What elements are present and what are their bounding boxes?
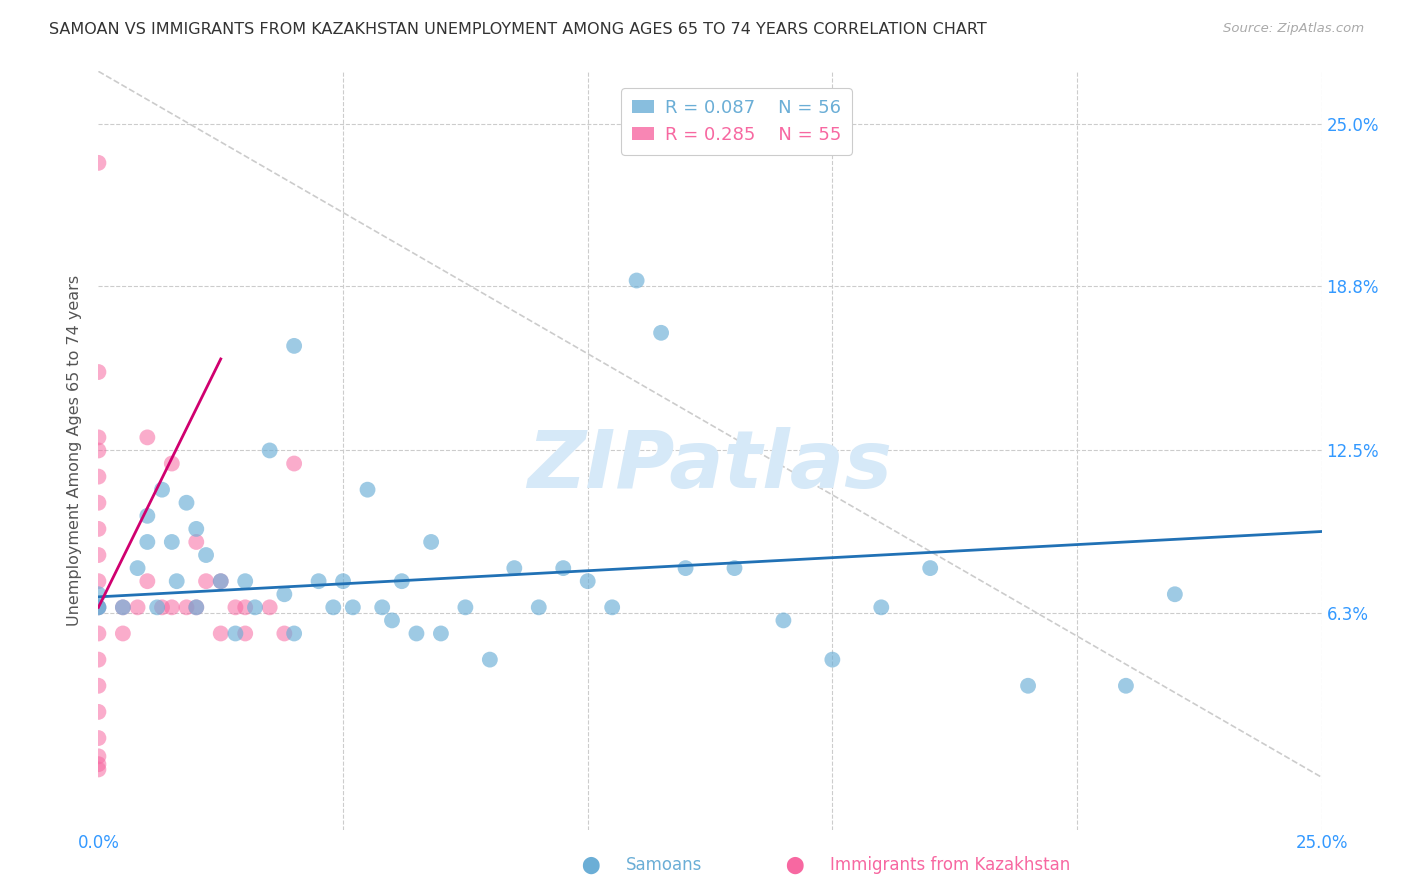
Point <box>430 626 453 640</box>
Point <box>209 574 232 589</box>
Point <box>176 496 198 510</box>
Point <box>87 365 110 379</box>
Point <box>195 574 218 589</box>
Point <box>87 731 110 745</box>
Point <box>273 587 295 601</box>
Point <box>87 757 110 772</box>
Point <box>186 522 208 536</box>
Point <box>146 600 169 615</box>
Point <box>111 600 134 615</box>
Point <box>136 574 159 589</box>
Point <box>87 652 110 666</box>
Point <box>332 574 354 589</box>
Text: ⬤: ⬤ <box>581 856 600 874</box>
Point <box>420 535 443 549</box>
Point <box>322 600 344 615</box>
Point <box>186 600 208 615</box>
Point <box>186 535 208 549</box>
Point <box>87 763 110 777</box>
Point <box>308 574 330 589</box>
Point <box>283 457 305 471</box>
Point <box>87 443 110 458</box>
Point <box>150 483 173 497</box>
Point <box>136 508 159 523</box>
Point <box>87 548 110 562</box>
Point <box>111 626 134 640</box>
Point <box>87 600 110 615</box>
Point <box>723 561 745 575</box>
Point <box>405 626 427 640</box>
Point <box>478 652 501 666</box>
Point <box>150 600 173 615</box>
Point <box>356 483 378 497</box>
Point <box>160 600 183 615</box>
Point <box>176 600 198 615</box>
Point <box>259 443 281 458</box>
Point <box>1115 679 1137 693</box>
Point <box>381 614 404 628</box>
Point <box>576 574 599 589</box>
Point <box>136 535 159 549</box>
Text: Source: ZipAtlas.com: Source: ZipAtlas.com <box>1223 22 1364 36</box>
Point <box>283 339 305 353</box>
Point <box>87 705 110 719</box>
Point <box>136 430 159 444</box>
Point <box>675 561 697 575</box>
Y-axis label: Unemployment Among Ages 65 to 74 years: Unemployment Among Ages 65 to 74 years <box>67 275 83 626</box>
Point <box>87 469 110 483</box>
Text: SAMOAN VS IMMIGRANTS FROM KAZAKHSTAN UNEMPLOYMENT AMONG AGES 65 TO 74 YEARS CORR: SAMOAN VS IMMIGRANTS FROM KAZAKHSTAN UNE… <box>49 22 987 37</box>
Point <box>160 535 183 549</box>
Point <box>87 522 110 536</box>
Point <box>391 574 413 589</box>
Text: ZIPatlas: ZIPatlas <box>527 426 893 505</box>
Point <box>527 600 550 615</box>
Point <box>186 600 208 615</box>
Point <box>160 457 183 471</box>
Point <box>87 587 110 601</box>
Point <box>371 600 394 615</box>
Point <box>87 626 110 640</box>
Point <box>259 600 281 615</box>
Point <box>243 600 266 615</box>
Point <box>87 156 110 170</box>
Point <box>1017 679 1039 693</box>
Point <box>233 574 256 589</box>
Point <box>503 561 526 575</box>
Text: ⬤: ⬤ <box>785 856 804 874</box>
Point <box>166 574 188 589</box>
Point <box>553 561 575 575</box>
Point <box>273 626 295 640</box>
Point <box>233 600 256 615</box>
Point <box>209 626 232 640</box>
Point <box>87 749 110 764</box>
Point <box>821 652 844 666</box>
Point <box>233 626 256 640</box>
Point <box>87 430 110 444</box>
Point <box>626 273 648 287</box>
Legend: R = 0.087    N = 56, R = 0.285    N = 55: R = 0.087 N = 56, R = 0.285 N = 55 <box>621 88 852 154</box>
Point <box>209 574 232 589</box>
Point <box>224 626 246 640</box>
Point <box>870 600 893 615</box>
Point <box>920 561 942 575</box>
Point <box>127 600 149 615</box>
Point <box>454 600 477 615</box>
Point <box>87 496 110 510</box>
Point <box>772 614 794 628</box>
Point <box>650 326 672 340</box>
Point <box>1164 587 1187 601</box>
Point <box>342 600 364 615</box>
Point <box>600 600 623 615</box>
Point <box>127 561 149 575</box>
Point <box>111 600 134 615</box>
Point <box>87 574 110 589</box>
Point <box>224 600 246 615</box>
Text: Immigrants from Kazakhstan: Immigrants from Kazakhstan <box>830 856 1070 874</box>
Point <box>195 548 218 562</box>
Text: Samoans: Samoans <box>626 856 702 874</box>
Point <box>87 679 110 693</box>
Point <box>87 600 110 615</box>
Point <box>283 626 305 640</box>
Point <box>87 600 110 615</box>
